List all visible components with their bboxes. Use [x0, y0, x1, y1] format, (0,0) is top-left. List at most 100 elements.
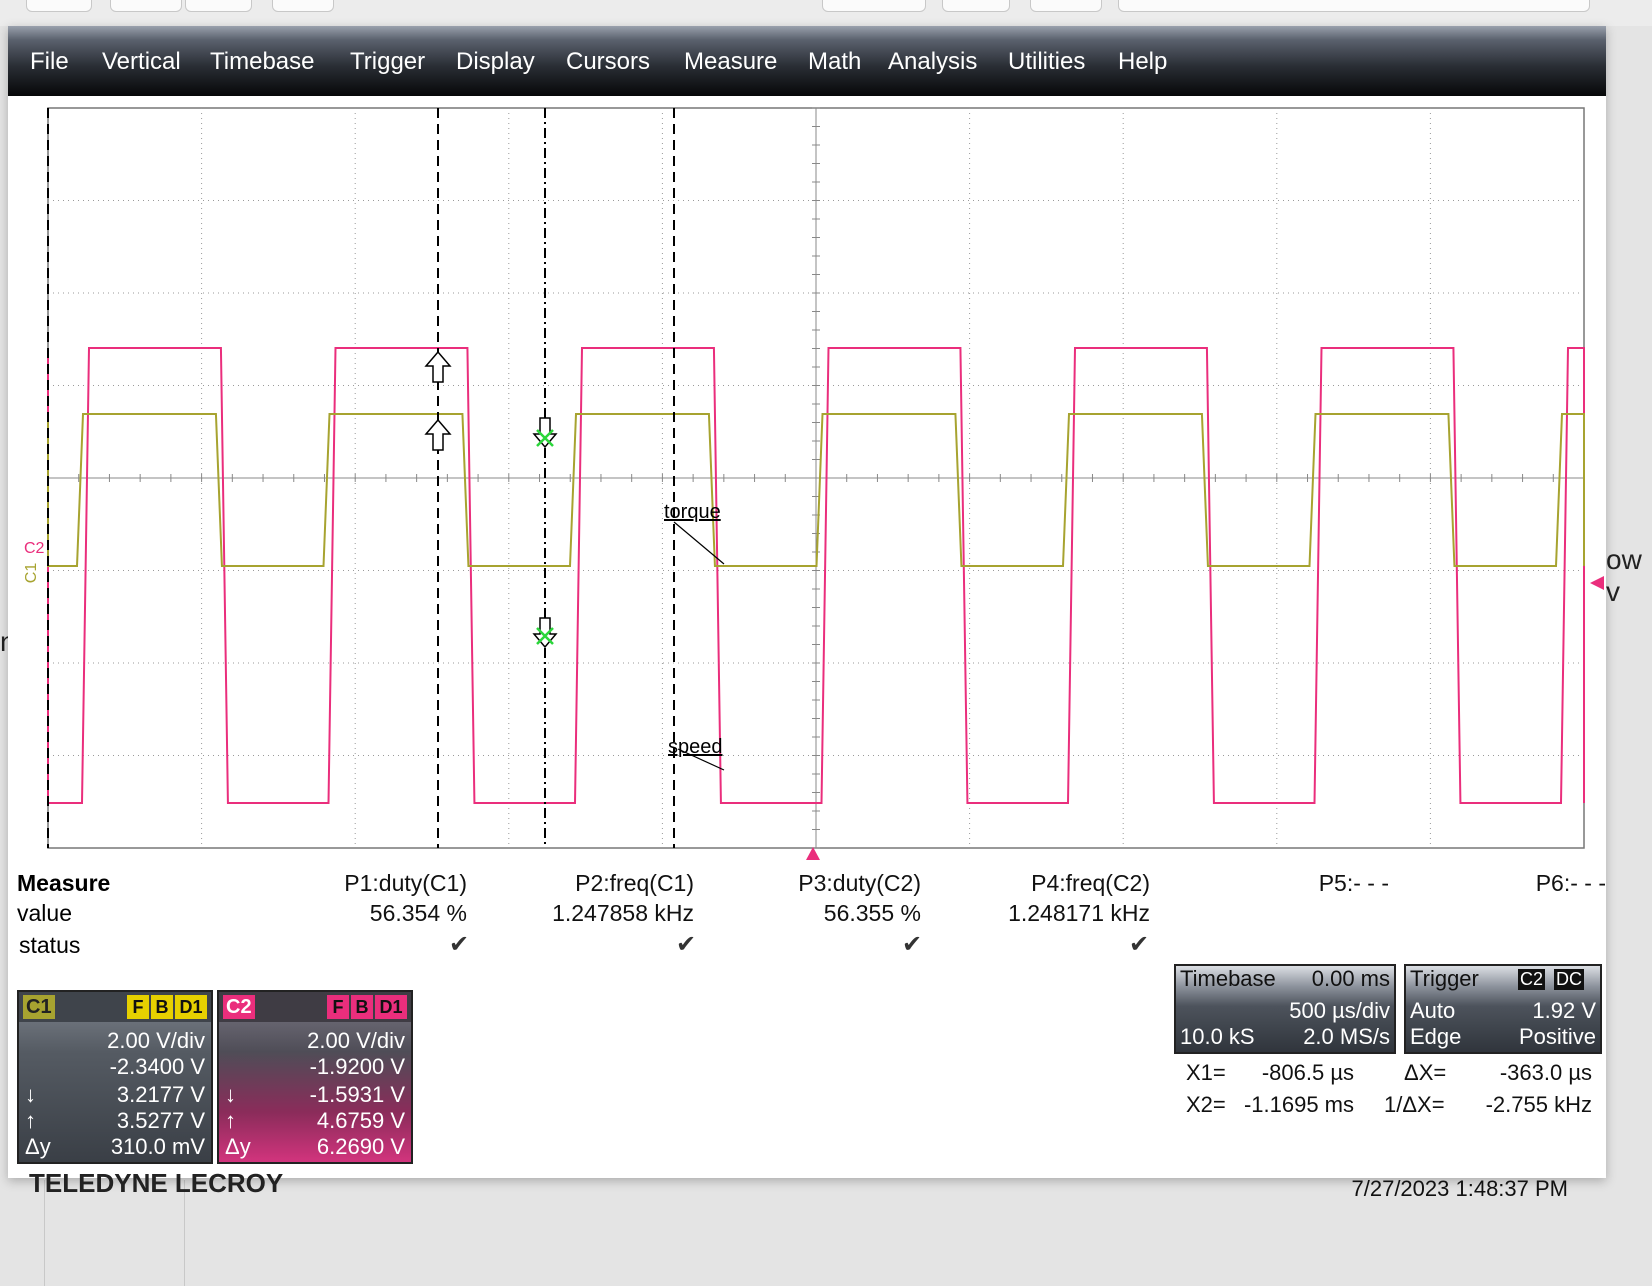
trigger-coupling: DC	[1554, 969, 1584, 990]
menu-utilities[interactable]: Utilities	[1008, 48, 1086, 75]
graticule	[47, 107, 1585, 849]
c2-offset: -1.9200 V	[309, 1054, 405, 1079]
p4-status-check-icon: ✔	[1129, 931, 1150, 958]
measure-markers	[424, 350, 725, 771]
c1-flag-f: F	[127, 995, 149, 1019]
timebase-samples: 10.0 kS	[1180, 1024, 1255, 1049]
timebase-box[interactable]: Timebase 0.00 ms 500 µs/div 10.0 kS 2.0 …	[1174, 964, 1396, 1054]
menu-display[interactable]: Display	[456, 48, 535, 75]
trigger-box[interactable]: Trigger C2 DC Auto 1.92 V Edge Positive	[1404, 964, 1602, 1054]
brand-logo: TELEDYNE LECROY	[29, 1168, 284, 1198]
timebase-rate: 2.0 MS/s	[1303, 1024, 1390, 1049]
menu-measure[interactable]: Measure	[684, 48, 778, 75]
cursor-lines[interactable]	[47, 108, 675, 848]
c1-flag-b: B	[151, 995, 173, 1019]
c2-tag: C2	[223, 995, 255, 1019]
p1-value: 56.354 %	[369, 900, 467, 926]
menu-analysis[interactable]: Analysis	[888, 48, 978, 75]
toolbar-button[interactable]	[1030, 0, 1102, 12]
measure-row-value: value	[17, 900, 72, 926]
up-arrow-icon	[424, 418, 452, 451]
toolbar-button[interactable]	[272, 0, 334, 12]
menu-vertical[interactable]: Vertical	[102, 48, 181, 75]
cursor-x2-label: X2=	[1186, 1092, 1226, 1117]
c2-up-icon: ↑	[225, 1108, 236, 1133]
c2-down-value: -1.5931 V	[309, 1082, 405, 1107]
c1-flag-d1: D1	[175, 995, 207, 1019]
c2-edge-label: C2	[24, 540, 45, 557]
trigger-source: C2	[1518, 969, 1546, 990]
p2-value: 1.247858 kHz	[552, 900, 694, 926]
toolbar-button[interactable]	[822, 0, 926, 12]
trace-c2-speed	[47, 347, 1585, 804]
c1-down-icon: ↓	[25, 1082, 36, 1107]
menu-bar: File Vertical Timebase Trigger Display C…	[8, 26, 1606, 96]
p4-label[interactable]: P4:freq(C2)	[1031, 870, 1150, 896]
background-window-text: ow v	[1606, 544, 1642, 607]
trigger-time-marker[interactable]	[806, 847, 820, 860]
c2-up-value: 4.6759 V	[316, 1108, 405, 1133]
toolbar-button[interactable]	[942, 0, 1010, 12]
p3-value: 56.355 %	[823, 900, 921, 926]
timebase-label: Timebase	[1180, 966, 1276, 991]
cursor-x1-value: -806.5 µs	[1261, 1060, 1354, 1085]
c2-channel-box[interactable]: C2 F B D1 2.00 V/div -1.9200 V ↓ -1.5931…	[217, 990, 413, 1164]
cursor-dx-label: ΔX=	[1404, 1060, 1447, 1085]
measure-table: Measure value status P1:duty(C1) 56.354 …	[17, 870, 1607, 980]
cursor-x2-value: -1.1695 ms	[1243, 1092, 1354, 1117]
c1-vdiv: 2.00 V/div	[107, 1028, 205, 1053]
timebase-tdiv: 500 µs/div	[1289, 998, 1390, 1023]
p6-label[interactable]: P6:- - -	[1535, 870, 1606, 896]
trigger-level: 1.92 V	[1532, 998, 1596, 1023]
c2-down-icon: ↓	[225, 1082, 236, 1107]
cross-marker-icon	[536, 627, 554, 645]
p2-label[interactable]: P2:freq(C1)	[575, 870, 694, 896]
torque-label: torque	[664, 501, 721, 523]
c2-header: C2 F B D1	[219, 992, 411, 1022]
c1-header: C1 F B D1	[19, 992, 211, 1022]
menu-math[interactable]: Math	[808, 48, 862, 75]
trigger-mode: Auto	[1410, 998, 1456, 1023]
c2-dy-value: 6.2690 V	[316, 1134, 405, 1159]
waveform-display[interactable]	[42, 102, 1604, 866]
cursor-inv-label: 1/ΔX=	[1384, 1092, 1445, 1117]
c1-channel-box[interactable]: C1 F B D1 2.00 V/div -2.3400 V ↓ 3.2177 …	[17, 990, 213, 1164]
toolbar-button[interactable]	[185, 0, 252, 12]
menu-cursors[interactable]: Cursors	[566, 48, 651, 75]
menu-help[interactable]: Help	[1118, 48, 1168, 75]
menu-trigger[interactable]: Trigger	[350, 48, 426, 75]
trigger-level-marker[interactable]	[1590, 576, 1604, 590]
timestamp: 7/27/2023 1:48:37 PM	[1351, 1176, 1569, 1201]
c1-tag: C1	[23, 995, 55, 1019]
cursor-dx-value: -363.0 µs	[1499, 1060, 1592, 1085]
menu-file[interactable]: File	[30, 48, 69, 75]
c1-up-icon: ↑	[25, 1108, 36, 1133]
trigger-type: Edge	[1410, 1024, 1462, 1049]
p3-label[interactable]: P3:duty(C2)	[798, 870, 921, 896]
c1-offset: -2.3400 V	[109, 1054, 205, 1079]
trigger-label: Trigger	[1410, 966, 1479, 991]
c2-flag-b: B	[351, 995, 373, 1019]
torque-leader-line	[673, 521, 725, 565]
p1-label[interactable]: P1:duty(C1)	[344, 870, 467, 896]
c2-dy-label: Δy	[225, 1134, 251, 1159]
speed-label: speed	[668, 736, 723, 758]
menu-timebase[interactable]: Timebase	[210, 48, 315, 75]
p1-status-check-icon: ✔	[449, 931, 470, 958]
c2-flag-f: F	[327, 995, 349, 1019]
down-arrow-icon	[532, 417, 558, 449]
toolbar-button[interactable]	[110, 0, 182, 12]
toolbar-button[interactable]	[26, 0, 92, 12]
trace-c1-torque	[47, 413, 1585, 567]
measure-title: Measure	[17, 870, 111, 896]
timebase-delay: 0.00 ms	[1311, 966, 1390, 991]
trigger-slope: Positive	[1518, 1024, 1596, 1049]
c2-vdiv: 2.00 V/div	[307, 1028, 405, 1053]
background-divider	[44, 1180, 45, 1286]
p5-label[interactable]: P5:- - -	[1318, 870, 1389, 896]
cursor-x1-label: X1=	[1186, 1060, 1226, 1085]
p3-status-check-icon: ✔	[902, 931, 923, 958]
speed-leader-line	[677, 748, 725, 771]
toolbar-search-field[interactable]	[1118, 0, 1590, 12]
background-divider	[184, 1180, 185, 1286]
